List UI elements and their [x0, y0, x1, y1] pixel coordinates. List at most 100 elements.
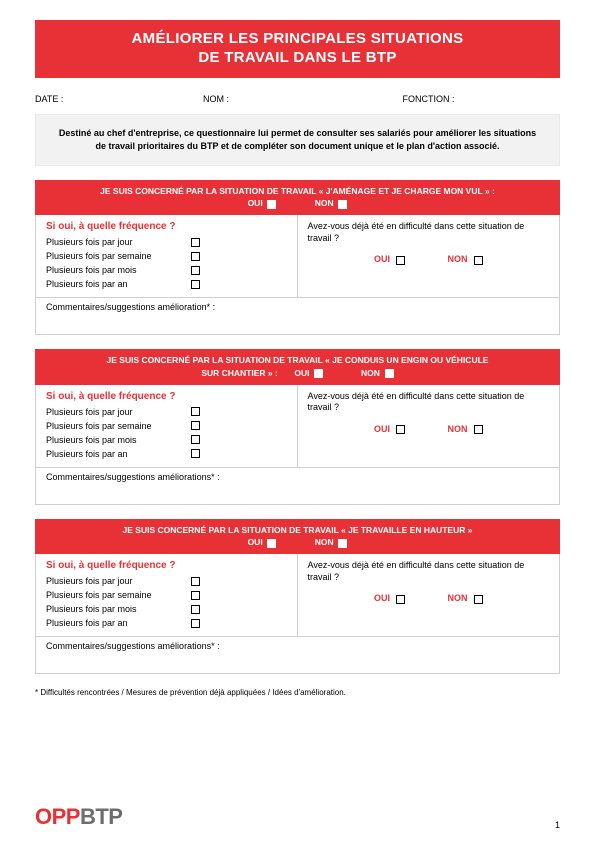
non-label: NON: [315, 537, 334, 547]
checkbox-icon[interactable]: [267, 200, 276, 209]
diff-non: NON: [448, 254, 483, 264]
logo-part2: BTP: [80, 804, 123, 829]
checkbox-icon[interactable]: [191, 591, 200, 600]
oui-label: OUI: [248, 198, 263, 208]
frequency-box: Si oui, à quelle fréquence ? Plusieurs f…: [36, 215, 298, 297]
logo: OPPBTP: [35, 804, 122, 830]
footnote: * Difficultés rencontrées / Mesures de p…: [35, 688, 560, 697]
comments-row: Commentaires/suggestions améliorations* …: [36, 636, 559, 673]
difficulty-choices: OUI NON: [308, 424, 550, 434]
section-hauteur: JE SUIS CONCERNÉ PAR LA SITUATION DE TRA…: [35, 519, 560, 675]
intro-box: Destiné au chef d'entreprise, ce questio…: [35, 114, 560, 166]
diff-oui: OUI: [374, 593, 405, 603]
logo-part1: OPP: [35, 804, 80, 829]
checkbox-icon[interactable]: [191, 421, 200, 430]
freq-row: Plusieurs fois par jour: [46, 235, 287, 249]
freq-label: Plusieurs fois par jour: [46, 407, 191, 417]
section-header-choices: OUI NON: [45, 197, 550, 210]
freq-row: Plusieurs fois par semaine: [46, 588, 287, 602]
checkbox-icon[interactable]: [191, 605, 200, 614]
freq-row: Plusieurs fois par jour: [46, 405, 287, 419]
frequency-title: Si oui, à quelle fréquence ?: [46, 560, 287, 571]
comments-row: Commentaires/suggestions améliorations* …: [36, 467, 559, 504]
section-body: Si oui, à quelle fréquence ? Plusieurs f…: [35, 385, 560, 505]
checkbox-icon[interactable]: [191, 619, 200, 628]
diff-oui: OUI: [374, 254, 405, 264]
section-body: Si oui, à quelle fréquence ? Plusieurs f…: [35, 554, 560, 674]
section-header-choices: OUI NON: [45, 536, 550, 549]
section-header-line1: JE SUIS CONCERNÉ PAR LA SITUATION DE TRA…: [45, 354, 550, 367]
difficulty-choices: OUI NON: [308, 254, 550, 264]
checkbox-icon[interactable]: [191, 577, 200, 586]
difficulty-choices: OUI NON: [308, 593, 550, 603]
comments-label: Commentaires/suggestions améliorations* …: [46, 472, 220, 482]
diff-oui: OUI: [374, 424, 405, 434]
section-body: Si oui, à quelle fréquence ? Plusieurs f…: [35, 215, 560, 335]
section-engin: JE SUIS CONCERNÉ PAR LA SITUATION DE TRA…: [35, 349, 560, 505]
freq-label: Plusieurs fois par jour: [46, 576, 191, 586]
difficulty-box: Avez-vous déjà été en difficulté dans ce…: [298, 385, 560, 467]
page-number: 1: [555, 820, 560, 830]
checkbox-icon[interactable]: [191, 280, 200, 289]
header-line2-prefix: SUR CHANTIER » :: [201, 368, 278, 378]
checkbox-icon[interactable]: [474, 425, 483, 434]
checkbox-icon[interactable]: [396, 425, 405, 434]
non-label: NON: [448, 254, 468, 264]
comments-row: Commentaires/suggestions amélioration* :: [36, 297, 559, 334]
freq-row: Plusieurs fois par mois: [46, 602, 287, 616]
diff-non: NON: [448, 424, 483, 434]
freq-row: Plusieurs fois par an: [46, 277, 287, 291]
title-line-1: AMÉLIORER LES PRINCIPALES SITUATIONS: [35, 30, 560, 49]
section-vul: JE SUIS CONCERNÉ PAR LA SITUATION DE TRA…: [35, 180, 560, 336]
checkbox-icon[interactable]: [474, 595, 483, 604]
freq-row: Plusieurs fois par semaine: [46, 249, 287, 263]
freq-label: Plusieurs fois par semaine: [46, 590, 191, 600]
difficulty-box: Avez-vous déjà été en difficulté dans ce…: [298, 554, 560, 636]
header-oui: OUI: [248, 536, 277, 549]
meta-date: DATE :: [35, 94, 203, 104]
checkbox-icon[interactable]: [474, 256, 483, 265]
difficulty-question: Avez-vous déjà été en difficulté dans ce…: [308, 391, 550, 414]
freq-label: Plusieurs fois par an: [46, 618, 191, 628]
section-header-line2: SUR CHANTIER » : OUI NON: [45, 367, 550, 380]
freq-row: Plusieurs fois par an: [46, 616, 287, 630]
freq-row: Plusieurs fois par mois: [46, 263, 287, 277]
checkbox-icon[interactable]: [338, 539, 347, 548]
checkbox-icon[interactable]: [314, 369, 323, 378]
checkbox-icon[interactable]: [267, 539, 276, 548]
oui-label: OUI: [374, 254, 390, 264]
checkbox-icon[interactable]: [191, 266, 200, 275]
frequency-box: Si oui, à quelle fréquence ? Plusieurs f…: [36, 554, 298, 636]
section-header: JE SUIS CONCERNÉ PAR LA SITUATION DE TRA…: [35, 519, 560, 555]
checkbox-icon[interactable]: [338, 200, 347, 209]
freq-label: Plusieurs fois par an: [46, 279, 191, 289]
section-header: JE SUIS CONCERNÉ PAR LA SITUATION DE TRA…: [35, 349, 560, 385]
non-label: NON: [315, 198, 334, 208]
checkbox-icon[interactable]: [396, 256, 405, 265]
section-header: JE SUIS CONCERNÉ PAR LA SITUATION DE TRA…: [35, 180, 560, 216]
checkbox-icon[interactable]: [191, 238, 200, 247]
meta-name: NOM :: [203, 94, 403, 104]
checkbox-icon[interactable]: [191, 407, 200, 416]
checkbox-icon[interactable]: [396, 595, 405, 604]
role-label: FONCTION :: [403, 94, 455, 104]
oui-label: OUI: [374, 424, 390, 434]
difficulty-question: Avez-vous déjà été en difficulté dans ce…: [308, 560, 550, 583]
footer: OPPBTP 1: [35, 804, 560, 830]
intro-text: Destiné au chef d'entreprise, ce questio…: [59, 128, 536, 151]
freq-label: Plusieurs fois par mois: [46, 435, 191, 445]
freq-label: Plusieurs fois par mois: [46, 604, 191, 614]
header-non: NON: [315, 536, 348, 549]
checkbox-icon[interactable]: [191, 435, 200, 444]
freq-label: Plusieurs fois par semaine: [46, 251, 191, 261]
frequency-box: Si oui, à quelle fréquence ? Plusieurs f…: [36, 385, 298, 467]
difficulty-box: Avez-vous déjà été en difficulté dans ce…: [298, 215, 560, 297]
checkbox-icon[interactable]: [385, 369, 394, 378]
checkbox-icon[interactable]: [191, 449, 200, 458]
checkbox-icon[interactable]: [191, 252, 200, 261]
meta-row: DATE : NOM : FONCTION :: [35, 94, 560, 104]
freq-row: Plusieurs fois par an: [46, 447, 287, 461]
frequency-title: Si oui, à quelle fréquence ?: [46, 221, 287, 232]
header-oui: OUI: [248, 197, 277, 210]
non-label: NON: [448, 593, 468, 603]
